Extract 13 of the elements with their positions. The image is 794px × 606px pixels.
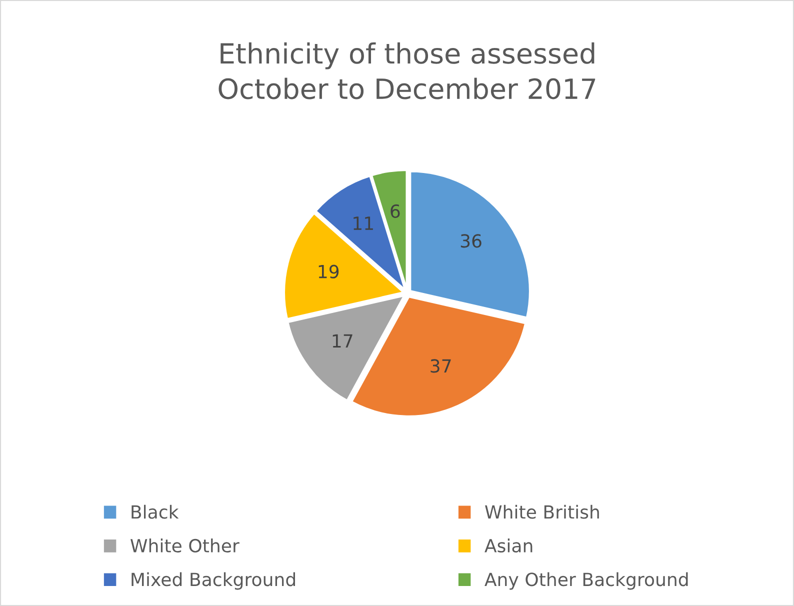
legend-label: White Other	[130, 538, 240, 553]
legend-label: Any Other Background	[484, 572, 688, 590]
data-label: 6	[390, 204, 400, 218]
legend-label: Asian	[484, 538, 532, 553]
data-label: 37	[430, 359, 451, 373]
data-label: 36	[460, 234, 482, 248]
data-label: 17	[332, 334, 352, 348]
data-label: 11	[354, 216, 373, 230]
legend-label: White British	[485, 504, 599, 519]
legend-label: Mixed Background	[132, 572, 296, 590]
legend-label: Black	[132, 504, 179, 519]
chart-title: Ethnicity of those assessed October to December 2017	[218, 42, 596, 100]
data-label: 19	[318, 264, 339, 278]
